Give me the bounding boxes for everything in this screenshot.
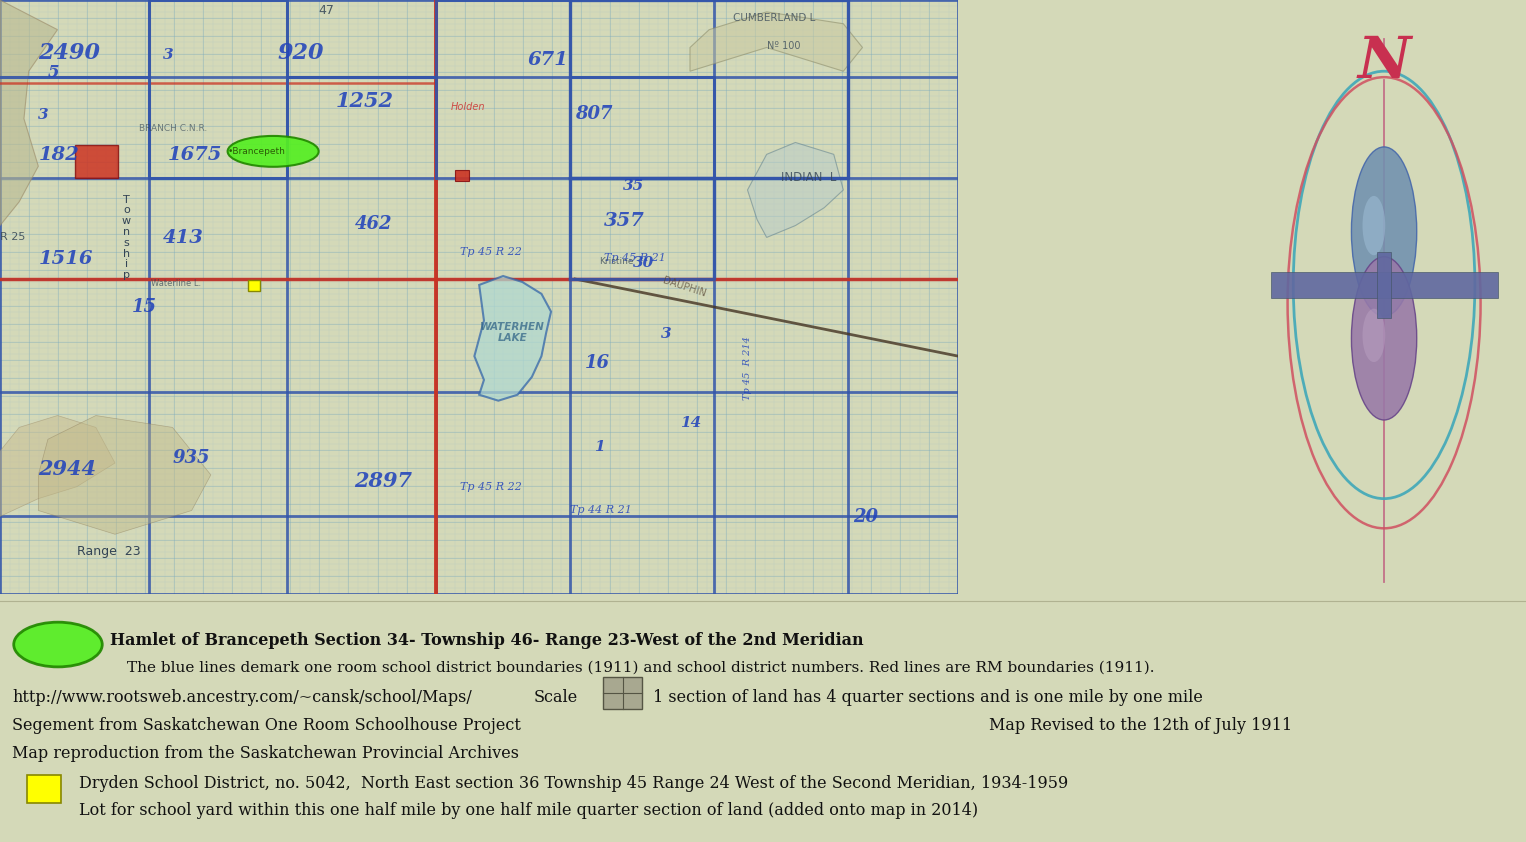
Text: 462: 462 — [354, 215, 392, 232]
Ellipse shape — [1352, 257, 1416, 420]
Text: Map reproduction from the Saskatchewan Provincial Archives: Map reproduction from the Saskatchewan P… — [12, 744, 519, 761]
Polygon shape — [0, 416, 114, 516]
Text: 47: 47 — [317, 3, 334, 17]
Text: Tp 45 R 21: Tp 45 R 21 — [604, 253, 665, 264]
Text: 1: 1 — [594, 440, 604, 454]
Text: http://www.rootsweb.ancestry.com/~cansk/school/Maps/: http://www.rootsweb.ancestry.com/~cansk/… — [12, 690, 472, 706]
Text: 1516: 1516 — [38, 250, 93, 268]
Bar — [75, 146, 118, 179]
Text: 16: 16 — [584, 354, 609, 372]
Text: 30: 30 — [632, 256, 653, 270]
Text: •Brancepeth: •Brancepeth — [227, 147, 285, 156]
Text: 2490: 2490 — [38, 42, 101, 64]
Polygon shape — [748, 142, 844, 237]
Text: 920: 920 — [278, 42, 325, 64]
Text: 20: 20 — [853, 509, 877, 526]
Text: Dryden School District, no. 5042,  North East section 36 Township 45 Range 24 We: Dryden School District, no. 5042, North … — [79, 775, 1068, 792]
Text: DAUPHIN: DAUPHIN — [661, 275, 707, 299]
Bar — [455, 170, 468, 181]
Text: INDIAN  L: INDIAN L — [781, 171, 836, 184]
Text: R 25: R 25 — [0, 232, 26, 242]
Text: 3: 3 — [661, 328, 671, 341]
Text: N: N — [1358, 34, 1410, 91]
Text: Tp 45 R 22: Tp 45 R 22 — [459, 482, 522, 492]
Text: 1252: 1252 — [336, 91, 394, 111]
Polygon shape — [38, 416, 211, 535]
Text: 413: 413 — [163, 229, 204, 248]
Text: Holden: Holden — [450, 102, 485, 112]
Text: Waterline L.: Waterline L. — [151, 279, 201, 288]
Text: Segement from Saskatchewan One Room Schoolhouse Project: Segement from Saskatchewan One Room Scho… — [12, 717, 520, 734]
Polygon shape — [475, 276, 551, 401]
Bar — [1271, 272, 1497, 298]
Text: Tp 45  R 214: Tp 45 R 214 — [743, 336, 752, 400]
Text: Hamlet of Brancepeth Section 34- Township 46- Range 23-West of the 2nd Meridian: Hamlet of Brancepeth Section 34- Townshi… — [110, 632, 864, 649]
Bar — [603, 677, 642, 709]
Text: 14: 14 — [681, 417, 702, 430]
Text: 15: 15 — [133, 297, 157, 316]
Text: 357: 357 — [604, 211, 644, 230]
Text: 807: 807 — [575, 104, 612, 123]
Polygon shape — [690, 12, 862, 72]
Text: Nº 100: Nº 100 — [766, 40, 800, 51]
Text: 671: 671 — [526, 51, 568, 69]
Bar — [1378, 253, 1390, 317]
Text: Scale: Scale — [534, 690, 578, 706]
Text: T
o
w
n
s
h
i
p: T o w n s h i p — [122, 195, 131, 280]
Text: 182: 182 — [38, 147, 79, 164]
Ellipse shape — [14, 622, 102, 667]
Text: 3: 3 — [163, 48, 174, 62]
Text: BRANCH C.N.R.: BRANCH C.N.R. — [139, 124, 208, 132]
Bar — [27, 775, 61, 803]
Text: Kristine: Kristine — [598, 257, 633, 266]
Text: The blue lines demark one room school district boundaries (1911) and school dist: The blue lines demark one room school di… — [127, 661, 1154, 675]
Text: 2897: 2897 — [354, 471, 412, 491]
Ellipse shape — [227, 136, 319, 167]
Ellipse shape — [1363, 196, 1386, 255]
Polygon shape — [0, 0, 58, 226]
Text: Tp 44 R 21: Tp 44 R 21 — [571, 505, 632, 515]
Text: 35: 35 — [623, 179, 644, 193]
Text: Lot for school yard within this one half mile by one half mile quarter section o: Lot for school yard within this one half… — [79, 802, 978, 819]
Text: 5: 5 — [47, 64, 60, 81]
Text: 2944: 2944 — [38, 459, 96, 479]
Text: WATERHEN
LAKE: WATERHEN LAKE — [481, 322, 545, 344]
Text: CUMBERLAND L: CUMBERLAND L — [732, 13, 815, 23]
Text: 1675: 1675 — [168, 147, 223, 164]
Text: Map Revised to the 12th of July 1911: Map Revised to the 12th of July 1911 — [989, 717, 1293, 734]
Text: Tp 45 R 22: Tp 45 R 22 — [459, 248, 522, 258]
Ellipse shape — [1352, 147, 1416, 316]
Text: 3: 3 — [38, 108, 49, 122]
Ellipse shape — [1363, 309, 1386, 362]
Text: 935: 935 — [172, 449, 211, 467]
Bar — [249, 280, 259, 290]
Text: Range  23: Range 23 — [76, 545, 140, 558]
Text: 1 section of land has 4 quarter sections and is one mile by one mile: 1 section of land has 4 quarter sections… — [653, 690, 1202, 706]
